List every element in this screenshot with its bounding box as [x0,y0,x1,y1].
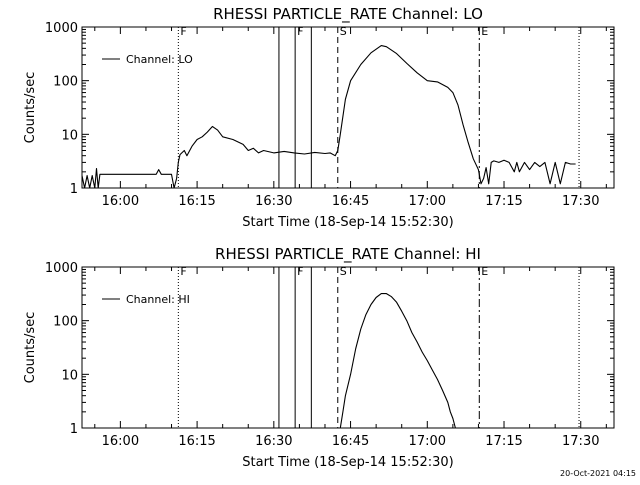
chart-1-legend-label: Channel: LO [126,53,193,66]
chart-1-x-axis-label: Start Time (18-Sep-14 15:52:30) [242,215,453,230]
chart-1-flag-label: F [297,25,303,38]
chart-1-x-tick-label: 16:15 [178,194,215,209]
chart-2-title: RHESSI PARTICLE_RATE Channel: HI [215,245,481,264]
chart-2-group: RHESSI PARTICLE_RATE Channel: HI 1 10 100 10… [23,245,615,470]
chart-2-x-tick-label: 16:45 [332,434,369,449]
chart-1-x-tick-label: 17:00 [409,194,446,209]
chart-2-series-line [339,293,456,429]
chart-2-y-tick-label: 100 [53,315,78,330]
chart-1-flag-label: F [180,25,186,38]
chart-2-flag-label: S [340,265,347,278]
chart-1-x-tick-label: 16:45 [332,194,369,209]
chart-1-y-axis-label: Counts/sec [23,72,38,144]
chart-1-y-tick-label: 1000 [45,21,78,36]
chart-2-plot-frame [81,266,615,429]
chart-1-title: RHESSI PARTICLE_RATE Channel: LO [213,5,483,24]
chart-1-series-line [81,45,576,189]
chart-2-x-tick-label: 16:00 [102,434,139,449]
chart-2-x-tick-label: 17:30 [562,434,599,449]
timestamp: 20-Oct-2021 04:15 [560,469,636,478]
chart-1-flag-label: E [481,25,488,38]
chart-2-y-axis-label: Counts/sec [23,312,38,384]
chart-2-x-tick-label: 17:00 [409,434,446,449]
chart-2-legend-label: Channel: HI [126,293,190,306]
chart-2-flag-label: E [481,265,488,278]
chart-2-x-tick-label: 16:15 [178,434,215,449]
chart-2-flag-label: F [297,265,303,278]
chart-2-x-tick-label: 16:30 [255,434,292,449]
chart-1-x-tick-label: 17:30 [562,194,599,209]
chart-2-y-tick-label: 10 [61,368,78,383]
chart-2-flag-label: F [180,265,186,278]
chart-1-flag-label: S [340,25,347,38]
chart-1-x-tick-label: 16:30 [255,194,292,209]
chart-1-plot-frame [81,26,615,189]
chart-2-y-tick-label: 1 [70,422,78,437]
chart-1-x-tick-label: 17:15 [485,194,522,209]
chart-1-group: RHESSI PARTICLE_RATE Channel: LO 1 10 100 10… [23,5,615,230]
chart-2-x-axis-label: Start Time (18-Sep-14 15:52:30) [242,455,453,470]
chart-2-y-tick-label: 1000 [45,261,78,276]
chart-1-y-tick-label: 1 [70,182,78,197]
chart-1-x-tick-label: 16:00 [102,194,139,209]
chart-1-y-tick-label: 100 [53,75,78,90]
chart-1-y-tick-label: 10 [61,128,78,143]
chart-2-x-tick-label: 17:15 [485,434,522,449]
